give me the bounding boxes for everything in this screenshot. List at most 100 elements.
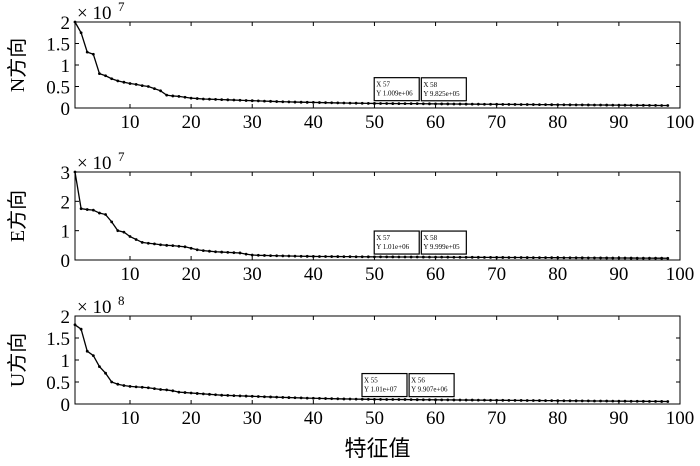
data-point bbox=[281, 396, 285, 399]
data-point bbox=[470, 102, 474, 106]
data-point bbox=[250, 394, 254, 398]
data-point bbox=[238, 98, 242, 102]
data-point bbox=[483, 255, 486, 259]
x-tick-label: 60 bbox=[426, 408, 445, 429]
x-tick-label: 80 bbox=[548, 408, 567, 429]
data-point bbox=[305, 100, 309, 104]
data-point bbox=[562, 256, 566, 260]
scale-base: × 10 bbox=[77, 297, 111, 318]
data-point bbox=[140, 84, 144, 88]
data-point bbox=[311, 101, 315, 104]
y-tick-label: 0 bbox=[61, 395, 71, 416]
data-point bbox=[214, 98, 217, 101]
data-point bbox=[73, 20, 77, 24]
x-tick-label: 30 bbox=[243, 112, 262, 133]
y-tick-label: 0 bbox=[61, 99, 71, 120]
data-point bbox=[85, 349, 89, 353]
data-point bbox=[98, 211, 101, 215]
data-point bbox=[91, 208, 95, 212]
data-point bbox=[550, 103, 554, 107]
x-tick-label: 60 bbox=[426, 264, 445, 285]
data-point bbox=[611, 399, 615, 403]
data-point bbox=[342, 101, 346, 105]
data-point bbox=[275, 100, 279, 103]
data-point bbox=[397, 255, 401, 259]
data-point bbox=[98, 72, 101, 75]
data-point bbox=[391, 102, 395, 105]
y-tick-label: 2 bbox=[61, 192, 71, 213]
x-tick-label: 100 bbox=[666, 408, 695, 429]
data-point bbox=[629, 103, 633, 107]
data-point bbox=[464, 255, 468, 259]
data-point bbox=[98, 365, 101, 368]
data-point bbox=[373, 102, 376, 105]
data-point bbox=[354, 101, 358, 105]
data-point bbox=[214, 393, 217, 397]
data-point bbox=[458, 102, 462, 106]
data-point bbox=[501, 398, 505, 402]
x-tick-label: 70 bbox=[487, 112, 506, 133]
data-point bbox=[159, 89, 162, 93]
data-point bbox=[269, 99, 272, 103]
data-point bbox=[244, 99, 248, 102]
data-point bbox=[666, 400, 670, 403]
data-point bbox=[593, 103, 596, 107]
x-tick-label: 80 bbox=[548, 264, 567, 285]
datatip-x: X 58 bbox=[423, 81, 437, 89]
data-point bbox=[85, 208, 89, 211]
data-point bbox=[330, 101, 334, 105]
data-point bbox=[605, 399, 609, 403]
data-point bbox=[458, 398, 462, 402]
data-point bbox=[250, 99, 254, 103]
data-point bbox=[189, 246, 193, 250]
data-point bbox=[366, 255, 370, 259]
data-point bbox=[464, 102, 468, 106]
scale-exponent: 7 bbox=[118, 149, 125, 164]
data-point bbox=[177, 244, 181, 248]
data-point bbox=[373, 255, 376, 259]
data-point bbox=[183, 391, 187, 394]
data-point bbox=[635, 256, 639, 260]
data-point bbox=[275, 395, 279, 399]
data-point bbox=[342, 255, 346, 258]
scale-base: × 10 bbox=[77, 3, 111, 24]
data-point bbox=[318, 255, 321, 258]
data-point bbox=[452, 398, 456, 402]
data-point bbox=[403, 398, 407, 401]
data-point bbox=[311, 396, 315, 400]
y-tick-label: 2 bbox=[61, 307, 71, 328]
data-point bbox=[495, 398, 499, 402]
data-point bbox=[153, 242, 156, 246]
data-point bbox=[415, 102, 419, 106]
data-point bbox=[177, 94, 181, 98]
data-point bbox=[110, 380, 114, 384]
datatip-x: X 55 bbox=[364, 377, 378, 385]
y-tick-label: 0.5 bbox=[46, 373, 70, 394]
subplot: 00.511.52 10 20 30 40 50 60 70 80 90 100 × 10 7 N方向 X … bbox=[6, 0, 694, 133]
data-point bbox=[91, 354, 95, 357]
data-point bbox=[623, 103, 627, 107]
data-point bbox=[128, 82, 132, 85]
data-point bbox=[360, 255, 364, 259]
data-point bbox=[617, 399, 621, 403]
y-tick-label: 1 bbox=[61, 56, 71, 77]
data-point bbox=[183, 245, 187, 249]
data-point bbox=[580, 103, 584, 107]
data-point bbox=[336, 255, 340, 258]
data-point bbox=[446, 398, 450, 402]
data-point bbox=[403, 255, 407, 259]
data-point bbox=[501, 256, 505, 259]
data-point bbox=[244, 394, 248, 398]
data-point bbox=[153, 387, 156, 390]
datatip-box bbox=[361, 372, 408, 398]
data-point bbox=[476, 102, 480, 106]
data-point bbox=[73, 323, 77, 327]
data-point bbox=[550, 256, 554, 260]
data-point bbox=[360, 397, 364, 401]
data-point bbox=[440, 102, 444, 106]
data-point bbox=[379, 255, 382, 259]
data-point bbox=[531, 399, 535, 402]
data-point bbox=[165, 243, 169, 247]
data-point bbox=[428, 255, 431, 259]
data-point bbox=[495, 102, 499, 106]
